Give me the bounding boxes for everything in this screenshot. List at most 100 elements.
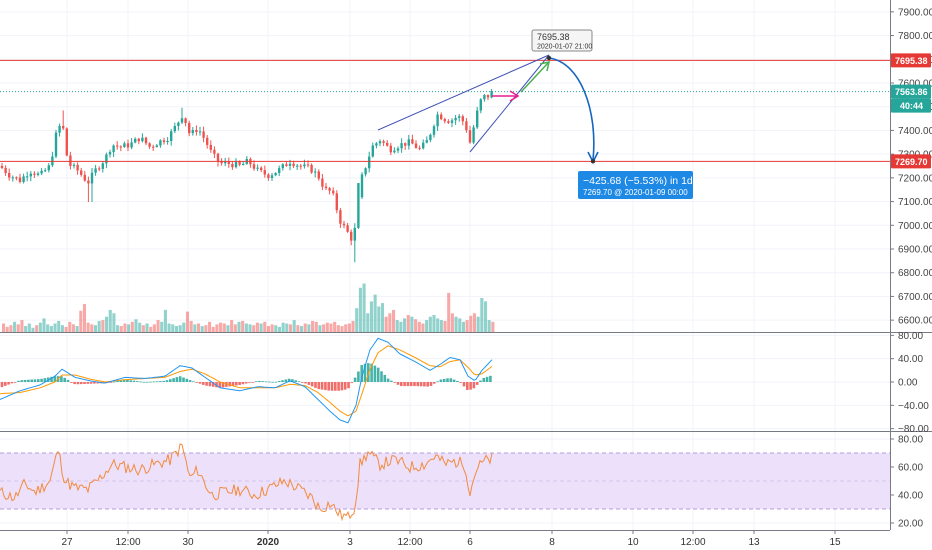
volume-bar — [193, 324, 197, 332]
green-arrow-head — [539, 61, 550, 72]
forecast-curve[interactable] — [548, 57, 595, 161]
candle-body — [270, 175, 274, 179]
volume-bar — [134, 319, 138, 332]
candle-body — [375, 143, 378, 146]
volume-bar — [318, 325, 322, 332]
macd-histogram-bar — [40, 378, 43, 382]
macd-histogram-bar — [43, 378, 47, 382]
volume-bar — [263, 321, 267, 332]
volume-bar — [108, 309, 112, 332]
macd-histogram-bar — [396, 382, 400, 385]
candle-body — [58, 125, 61, 133]
candle-body — [155, 145, 158, 147]
macd-histogram-bar — [149, 381, 152, 383]
volume-bar — [156, 320, 160, 332]
wedge-lower-line[interactable] — [469, 54, 550, 153]
macd-histogram-bar — [122, 379, 126, 382]
x-tick-label: 2020 — [257, 537, 280, 548]
volume-bar — [366, 313, 370, 332]
candle-body — [447, 121, 450, 123]
macd-histogram-bar — [370, 363, 373, 382]
volume-bar — [68, 321, 72, 332]
volume-bar — [469, 315, 473, 332]
volume-bar — [358, 287, 362, 332]
drawings[interactable] — [377, 54, 599, 164]
macd-histogram-bar — [459, 382, 462, 383]
macd-histogram-bar — [241, 382, 245, 385]
macd-histogram-bar — [449, 378, 453, 382]
candle-body — [22, 176, 25, 182]
volume-bar — [233, 324, 237, 332]
volume-bar — [432, 315, 436, 332]
annotations[interactable]: 7695.38 2020-01-07 21:00 −425.68 (−5.53%) … — [531, 29, 708, 199]
macd-histogram-bar — [159, 381, 162, 382]
time-axis[interactable]: 27 12:00 30 2020 3 12:00 6 8 10 12:00 13 15 — [61, 530, 841, 548]
macd-histogram-bar — [208, 382, 212, 387]
volume-bar — [204, 325, 208, 332]
volume-bar — [116, 325, 120, 332]
y-tick-label: 7000.00 — [898, 221, 932, 232]
volume-bar — [112, 313, 116, 332]
volume-bar — [270, 324, 274, 332]
macd-histogram-bar — [383, 374, 387, 382]
macd-histogram-bar — [244, 382, 248, 384]
anchor-point[interactable] — [590, 159, 596, 164]
macd-histogram-bar — [433, 382, 436, 384]
macd-histogram-bar — [119, 380, 123, 382]
price-tooltip[interactable] — [531, 29, 593, 52]
candle-body — [440, 114, 443, 120]
macd-histogram-bar — [485, 376, 489, 382]
macd-histogram-bar — [343, 382, 347, 390]
candle-body — [400, 143, 403, 149]
macd-histogram-bar — [238, 382, 241, 385]
candle-body — [72, 164, 76, 166]
volume-bar — [373, 294, 377, 332]
measure-label[interactable] — [578, 171, 693, 199]
macd-histogram-bar — [347, 382, 350, 389]
x-tick-label: 12:00 — [397, 537, 422, 548]
volume-bar — [344, 324, 348, 332]
volume-bar — [101, 320, 105, 332]
volume-bar — [300, 326, 304, 332]
volume-bar — [86, 322, 90, 332]
y-tick-label: 7600.00 — [898, 79, 932, 90]
macd-histogram-bar — [254, 381, 258, 383]
macd-histogram-bar — [360, 365, 363, 382]
volume-bar — [414, 319, 418, 332]
macd-histogram-bar — [380, 371, 383, 382]
pane-separators[interactable] — [0, 0, 932, 531]
macd-histogram-bar — [132, 380, 136, 382]
y-tick-label: 80.00 — [898, 435, 923, 446]
wedge-upper-line[interactable] — [377, 54, 550, 131]
macd-histogram-bar — [136, 381, 139, 382]
macd-histogram-bar — [185, 378, 189, 382]
volume-bar — [362, 283, 366, 332]
macd-histogram-bar — [386, 378, 390, 382]
candle-body — [184, 118, 187, 124]
candle-body — [15, 177, 18, 179]
green-arrow[interactable] — [520, 62, 549, 93]
volume-bar — [347, 323, 351, 332]
price-tag-7269 — [891, 154, 931, 169]
candle-body — [267, 174, 270, 179]
macd-histogram-bar — [423, 382, 426, 387]
volume-bar — [237, 321, 241, 332]
candle-body — [130, 142, 133, 148]
volume-bar — [182, 322, 186, 332]
candle-body — [461, 116, 464, 122]
macd-histogram-bar — [284, 379, 288, 382]
candle-body — [220, 161, 223, 164]
candle-body — [173, 126, 176, 132]
candle-body — [324, 186, 328, 189]
x-tick-label: 6 — [467, 537, 473, 548]
anchor-point[interactable] — [546, 55, 552, 61]
macd-histogram-bar — [390, 380, 393, 382]
y-tick-label: 7800.00 — [898, 31, 932, 42]
volume-bar — [311, 320, 315, 332]
volume-bar — [447, 292, 451, 332]
volume-bar — [178, 325, 182, 332]
candle-body — [108, 151, 112, 155]
candle-body — [393, 150, 396, 153]
candle-body — [436, 114, 439, 127]
